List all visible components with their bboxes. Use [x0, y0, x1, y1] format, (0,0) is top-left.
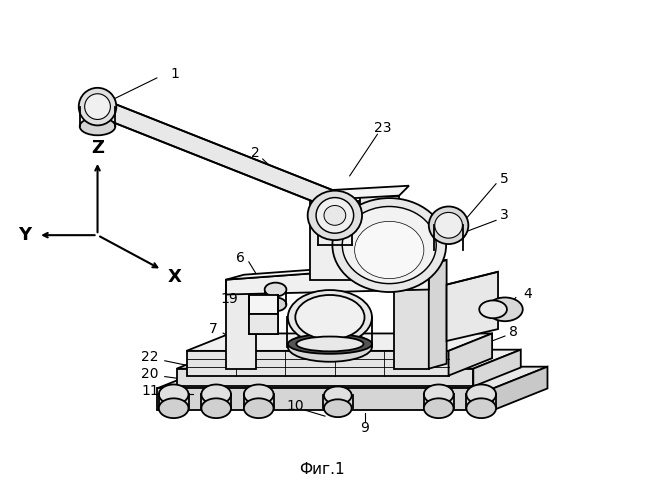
Ellipse shape [324, 206, 346, 226]
Ellipse shape [201, 384, 231, 404]
Polygon shape [249, 314, 279, 334]
Polygon shape [249, 294, 279, 314]
Ellipse shape [264, 298, 286, 312]
Text: 10: 10 [286, 399, 304, 413]
Text: 3: 3 [500, 208, 508, 222]
Ellipse shape [316, 198, 353, 233]
Ellipse shape [332, 198, 446, 292]
Polygon shape [310, 186, 409, 200]
Ellipse shape [288, 334, 372, 354]
Ellipse shape [342, 206, 436, 284]
Polygon shape [186, 351, 448, 376]
Polygon shape [394, 265, 429, 368]
Polygon shape [493, 366, 548, 410]
Ellipse shape [466, 384, 496, 404]
Text: 2: 2 [252, 146, 260, 160]
Text: 8: 8 [510, 325, 519, 339]
Ellipse shape [201, 398, 231, 418]
Polygon shape [157, 366, 548, 388]
Polygon shape [448, 334, 492, 376]
Text: 11: 11 [141, 384, 159, 398]
Ellipse shape [159, 398, 188, 418]
Ellipse shape [324, 400, 352, 417]
Text: 7: 7 [209, 322, 217, 336]
Text: X: X [168, 268, 182, 285]
Polygon shape [177, 368, 473, 386]
Text: 23: 23 [373, 122, 391, 136]
Polygon shape [226, 265, 429, 294]
Ellipse shape [296, 336, 364, 351]
Polygon shape [186, 334, 492, 351]
Ellipse shape [435, 212, 462, 238]
Ellipse shape [244, 384, 273, 404]
Ellipse shape [295, 295, 364, 340]
Ellipse shape [355, 222, 424, 278]
Polygon shape [473, 350, 521, 387]
Ellipse shape [424, 384, 453, 404]
Polygon shape [249, 314, 279, 334]
Polygon shape [177, 350, 521, 368]
Ellipse shape [84, 94, 110, 120]
Text: 22: 22 [141, 350, 159, 364]
Text: 19: 19 [220, 292, 238, 306]
Text: 4: 4 [523, 288, 532, 302]
Ellipse shape [479, 300, 507, 318]
Ellipse shape [288, 290, 372, 344]
Polygon shape [359, 196, 399, 280]
Polygon shape [226, 280, 256, 368]
Ellipse shape [466, 398, 496, 418]
Ellipse shape [79, 88, 116, 126]
Ellipse shape [159, 384, 188, 404]
Polygon shape [446, 272, 498, 341]
Text: 5: 5 [500, 172, 508, 186]
Ellipse shape [244, 398, 273, 418]
Polygon shape [429, 260, 446, 368]
Polygon shape [446, 272, 498, 284]
Text: Y: Y [18, 226, 31, 244]
Polygon shape [157, 388, 493, 410]
Polygon shape [94, 98, 338, 209]
Polygon shape [310, 200, 359, 280]
Ellipse shape [80, 118, 115, 136]
Ellipse shape [264, 282, 286, 296]
Text: 6: 6 [237, 251, 245, 265]
Ellipse shape [487, 298, 522, 321]
Text: 20: 20 [141, 366, 159, 380]
Polygon shape [226, 260, 446, 280]
Ellipse shape [324, 386, 352, 404]
Text: Z: Z [91, 139, 104, 157]
Ellipse shape [429, 206, 468, 244]
Text: Фиг.1: Фиг.1 [299, 462, 345, 477]
Ellipse shape [424, 398, 453, 418]
Ellipse shape [308, 190, 362, 240]
Text: 1: 1 [170, 67, 179, 81]
Text: 9: 9 [360, 421, 369, 435]
Ellipse shape [288, 332, 372, 362]
